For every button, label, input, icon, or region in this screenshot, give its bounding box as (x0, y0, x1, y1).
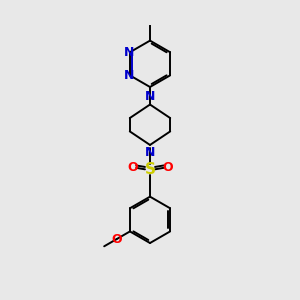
Text: O: O (111, 233, 122, 246)
Text: N: N (124, 46, 134, 59)
Text: N: N (145, 90, 155, 103)
Text: N: N (145, 146, 155, 159)
Text: O: O (162, 161, 172, 174)
Text: N: N (124, 69, 134, 82)
Text: O: O (128, 161, 138, 174)
Text: S: S (145, 162, 155, 177)
